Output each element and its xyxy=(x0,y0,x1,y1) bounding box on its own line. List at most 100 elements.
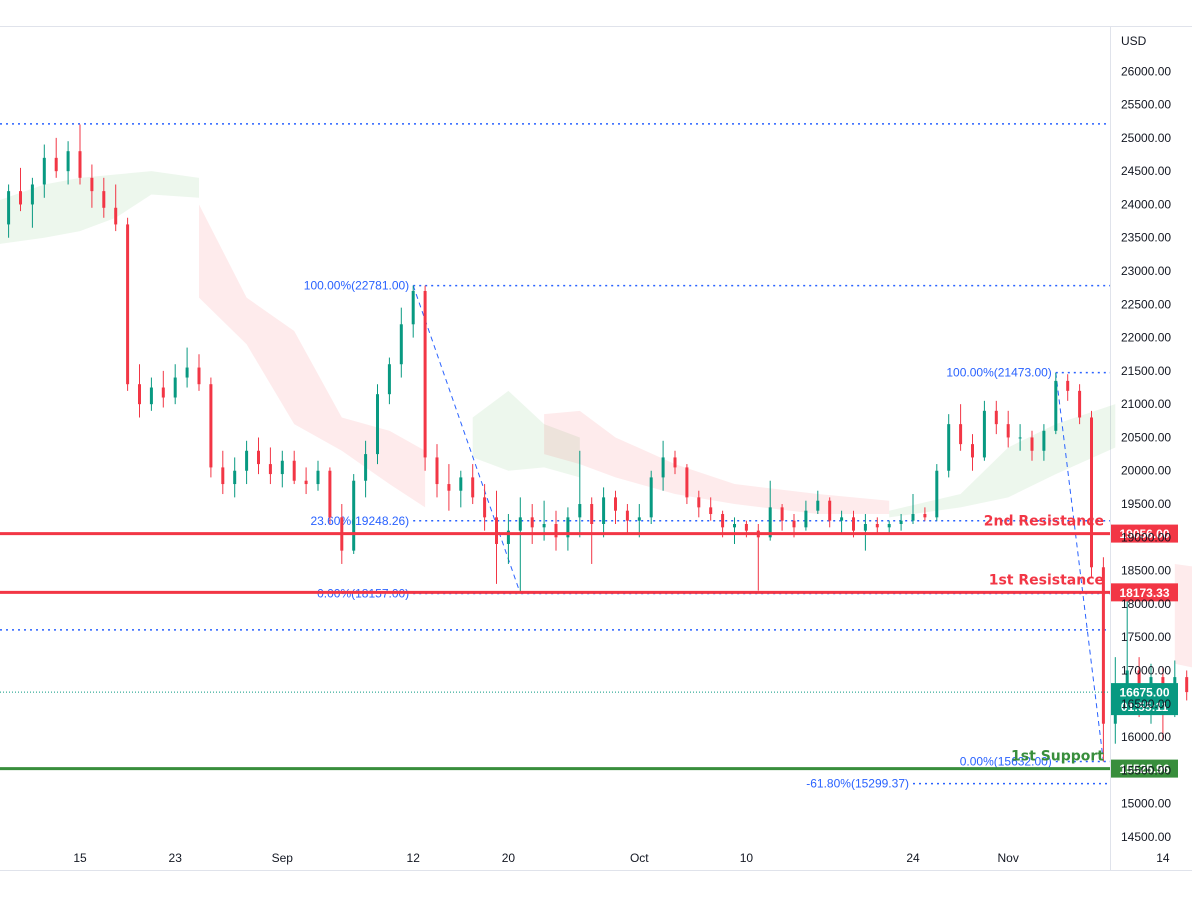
price-tick-label: 22500.00 xyxy=(1121,297,1171,311)
candle-body xyxy=(804,510,808,528)
candle-body xyxy=(161,387,165,398)
price-tick-label: 20000.00 xyxy=(1121,464,1171,478)
price-tick-label: 24500.00 xyxy=(1121,164,1171,178)
candle-body xyxy=(590,504,594,525)
last-price-text: 16675.00 xyxy=(1119,686,1169,700)
price-tick-label: 23500.00 xyxy=(1121,231,1171,245)
candle-body xyxy=(471,477,475,498)
candle-body xyxy=(1078,390,1082,418)
candle-body xyxy=(947,424,951,471)
price-tag-box xyxy=(1111,524,1178,543)
price-tag-text: 19056.00 xyxy=(1119,527,1169,541)
time-tick-label: 10 xyxy=(740,851,754,865)
price-tick-label: 24000.00 xyxy=(1121,197,1171,211)
candle-body xyxy=(197,367,201,385)
candle-body xyxy=(780,507,784,521)
price-tick-label: 22000.00 xyxy=(1121,331,1171,345)
candle-body xyxy=(173,377,177,398)
candle-body xyxy=(138,384,141,405)
candle-body xyxy=(209,384,213,468)
price-tick-label: 15000.00 xyxy=(1121,797,1171,811)
time-tick-label: 23 xyxy=(169,851,183,865)
candle-body xyxy=(1125,670,1129,691)
candle-body xyxy=(971,444,974,458)
candle-body xyxy=(530,517,534,528)
price-tick-label: 25500.00 xyxy=(1121,98,1171,112)
key-levels: 2nd Resistance 19056.00 1st Resistance 1817… xyxy=(0,514,1178,778)
candle-body xyxy=(233,470,237,485)
key-level-label: 2nd Resistance xyxy=(984,514,1104,530)
fib-level-label: 0.00%(15632.00) xyxy=(960,755,1052,769)
candle-body xyxy=(578,504,582,518)
candle-body xyxy=(245,450,249,471)
candle-body xyxy=(483,497,487,518)
candle-body xyxy=(42,157,46,185)
candle-body xyxy=(423,290,427,458)
cloud_green-area xyxy=(0,171,199,244)
candle-body xyxy=(673,457,677,468)
time-axis[interactable]: 15 23 Sep 12 20 Oct 10 24 Nov 14 xyxy=(73,851,1170,865)
candle-body xyxy=(959,424,963,445)
ichimoku-cloud xyxy=(0,171,1192,668)
fib-level-label: 23.60%(19248.26) xyxy=(310,514,409,528)
candle-body xyxy=(149,387,153,405)
candle-body xyxy=(316,470,320,485)
time-tick-label: 14 xyxy=(1156,851,1170,865)
candle-body xyxy=(935,470,939,518)
candle-body xyxy=(328,470,332,518)
candle-body xyxy=(66,151,70,172)
fib-level-label: 100.00%(22781.00) xyxy=(304,279,409,293)
price-tick-label: 17500.00 xyxy=(1121,630,1171,644)
time-tick-label: 12 xyxy=(407,851,421,865)
candle-body xyxy=(364,454,368,481)
price-tick-label: 23000.00 xyxy=(1121,264,1171,278)
candle-body xyxy=(459,477,463,491)
price-axis[interactable]: 26000.00 25500.00 25000.00 24500.00 24000.00… xyxy=(1121,64,1171,844)
price-tag-text: 15525.96 xyxy=(1119,762,1169,776)
candle-body xyxy=(126,224,130,385)
candlestick-series xyxy=(7,124,1189,762)
candle-body xyxy=(1090,417,1093,568)
candle-body xyxy=(1101,567,1105,724)
price-tag-box xyxy=(1111,759,1178,778)
time-tick-label: Oct xyxy=(630,851,649,865)
price-tick-label: 18500.00 xyxy=(1121,564,1171,578)
candle-body xyxy=(114,207,118,225)
candle-body xyxy=(411,290,415,325)
candle-body xyxy=(1018,437,1022,439)
time-tick-label: 20 xyxy=(502,851,516,865)
candle-body xyxy=(602,497,606,525)
candle-body xyxy=(661,457,665,478)
key-level-label: 1st Resistance xyxy=(989,572,1104,588)
candle-body xyxy=(899,520,903,525)
candle-body xyxy=(637,517,641,521)
candle-body xyxy=(542,524,546,528)
price-tick-label: 21000.00 xyxy=(1121,397,1171,411)
candle-body xyxy=(30,184,34,205)
candle-body xyxy=(923,514,927,518)
cloud_green_3-area xyxy=(889,404,1116,518)
candle-body xyxy=(387,364,391,395)
candle-body xyxy=(840,517,844,521)
candle-body xyxy=(7,191,11,225)
fib-trend-line xyxy=(412,285,521,594)
cloud_green_2-area xyxy=(472,390,580,478)
candle-body xyxy=(1066,380,1070,391)
price-tick-label: 19500.00 xyxy=(1121,497,1171,511)
candle-body xyxy=(911,514,915,521)
candle-body xyxy=(625,510,629,521)
candle-body xyxy=(697,497,701,508)
candle-body xyxy=(518,517,522,531)
candle-body xyxy=(994,410,998,425)
fib-trend-line xyxy=(1055,372,1104,762)
price-tag-text: 18173.33 xyxy=(1119,586,1169,600)
price-tick-label: 20500.00 xyxy=(1121,430,1171,444)
time-tick-label: 15 xyxy=(73,851,87,865)
candle-body xyxy=(90,177,94,192)
candle-body xyxy=(435,457,439,485)
candle-body xyxy=(399,324,403,365)
candle-body xyxy=(352,480,356,551)
candle-body xyxy=(506,530,510,544)
